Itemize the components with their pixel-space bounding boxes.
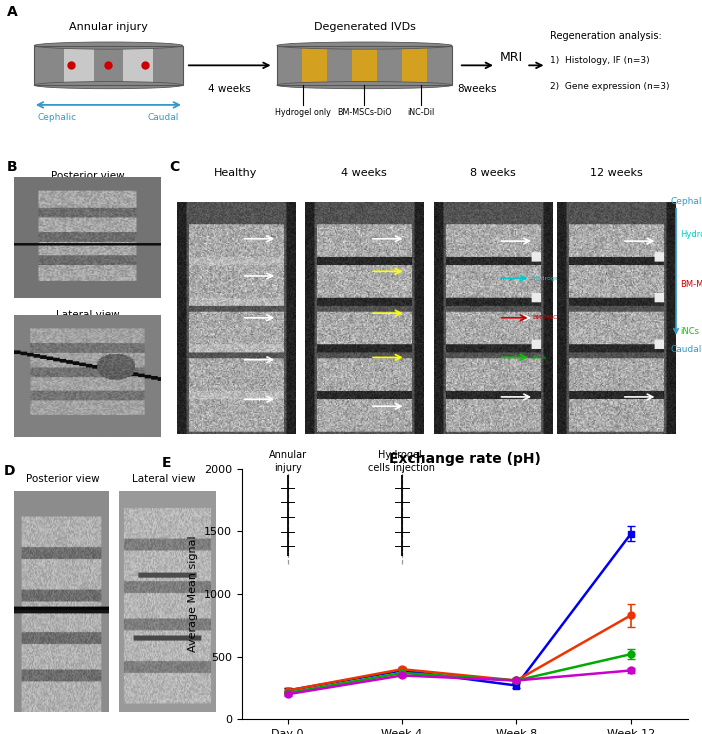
Bar [402, 46, 427, 85]
Bar [427, 46, 452, 85]
Ellipse shape [277, 42, 452, 49]
iNCs [398, 669, 406, 677]
Healthy IVD [398, 671, 406, 680]
Bar [352, 46, 377, 85]
Line: Healthy IVD: Healthy IVD [284, 667, 634, 698]
Text: Lateral view: Lateral view [131, 474, 195, 484]
Text: Annular
injury: Annular injury [268, 450, 307, 473]
Text: Regeneration analysis:: Regeneration analysis: [550, 32, 661, 41]
Bar [153, 46, 183, 85]
BM-MSCs alone [284, 686, 292, 695]
Text: Posterior view: Posterior view [26, 474, 99, 484]
Text: 12 weeks: 12 weeks [590, 168, 642, 178]
Healthy IVD [284, 690, 292, 699]
Text: 2)  Gene expression (n=3): 2) Gene expression (n=3) [550, 82, 669, 91]
Text: D: D [4, 464, 15, 478]
Text: BM-MSCs-DiO: BM-MSCs-DiO [337, 108, 392, 117]
Text: C: C [169, 160, 179, 174]
Text: 4 weeks: 4 weeks [208, 84, 251, 94]
Hydrogel [398, 666, 406, 675]
Line: BM-MSCs alone: BM-MSCs alone [284, 612, 634, 694]
Ellipse shape [277, 81, 452, 89]
BM-MSCs alone [627, 611, 635, 619]
Hydrogel [284, 686, 292, 695]
Line: iNCs: iNCs [284, 651, 634, 697]
Text: Healthy: Healthy [214, 168, 258, 178]
Text: Caudal: Caudal [148, 113, 179, 122]
Text: Caudal: Caudal [670, 345, 702, 354]
Text: Posterior view: Posterior view [51, 171, 124, 181]
Text: A: A [7, 4, 18, 18]
Hydrogel [627, 529, 635, 538]
Bar [277, 46, 452, 85]
Text: 4 weeks: 4 weeks [341, 168, 387, 178]
Bar [93, 46, 124, 85]
Text: 1)  Histology, IF (n=3): 1) Histology, IF (n=3) [550, 56, 649, 65]
BM-MSCs alone [398, 665, 406, 674]
Text: Lateral view: Lateral view [55, 310, 119, 319]
Hydrogel [512, 681, 521, 690]
Healthy IVD [627, 666, 635, 675]
iNCs [284, 688, 292, 697]
BM-MSCs alone [512, 676, 521, 685]
Y-axis label: Average Mean signal: Average Mean signal [188, 536, 199, 653]
Bar [302, 46, 327, 85]
Text: Hydrogel-
cells injection: Hydrogel- cells injection [369, 450, 435, 473]
Text: 8weeks: 8weeks [457, 84, 497, 94]
Healthy IVD [512, 676, 521, 685]
Bar [277, 46, 302, 85]
Text: E: E [161, 457, 171, 470]
Text: Cephalic: Cephalic [38, 113, 77, 122]
Text: Cephalic: Cephalic [670, 197, 702, 206]
Bar [34, 46, 183, 85]
Text: BM-MSCs: BM-MSCs [680, 280, 702, 289]
Title: Exchange rate (pH): Exchange rate (pH) [389, 452, 541, 466]
Text: Hydrogel only: Hydrogel only [275, 108, 331, 117]
iNCs [627, 650, 635, 658]
Text: MRI: MRI [499, 51, 522, 64]
Text: iNC-DiI: iNC-DiI [407, 108, 434, 117]
Line: Hydrogel: Hydrogel [284, 531, 634, 694]
Text: Annular injury: Annular injury [69, 23, 148, 32]
Bar [64, 46, 93, 85]
Text: iNCs: iNCs [680, 327, 699, 336]
Ellipse shape [34, 42, 183, 49]
Text: Degenerated IVDs: Degenerated IVDs [314, 23, 416, 32]
Text: B: B [7, 160, 18, 174]
Ellipse shape [34, 81, 183, 89]
Bar [124, 46, 153, 85]
Text: Hydrogel: Hydrogel [680, 230, 702, 239]
Text: 8 weeks: 8 weeks [470, 168, 515, 178]
iNCs [512, 676, 521, 685]
Bar [34, 46, 64, 85]
Bar [377, 46, 402, 85]
Bar [327, 46, 352, 85]
